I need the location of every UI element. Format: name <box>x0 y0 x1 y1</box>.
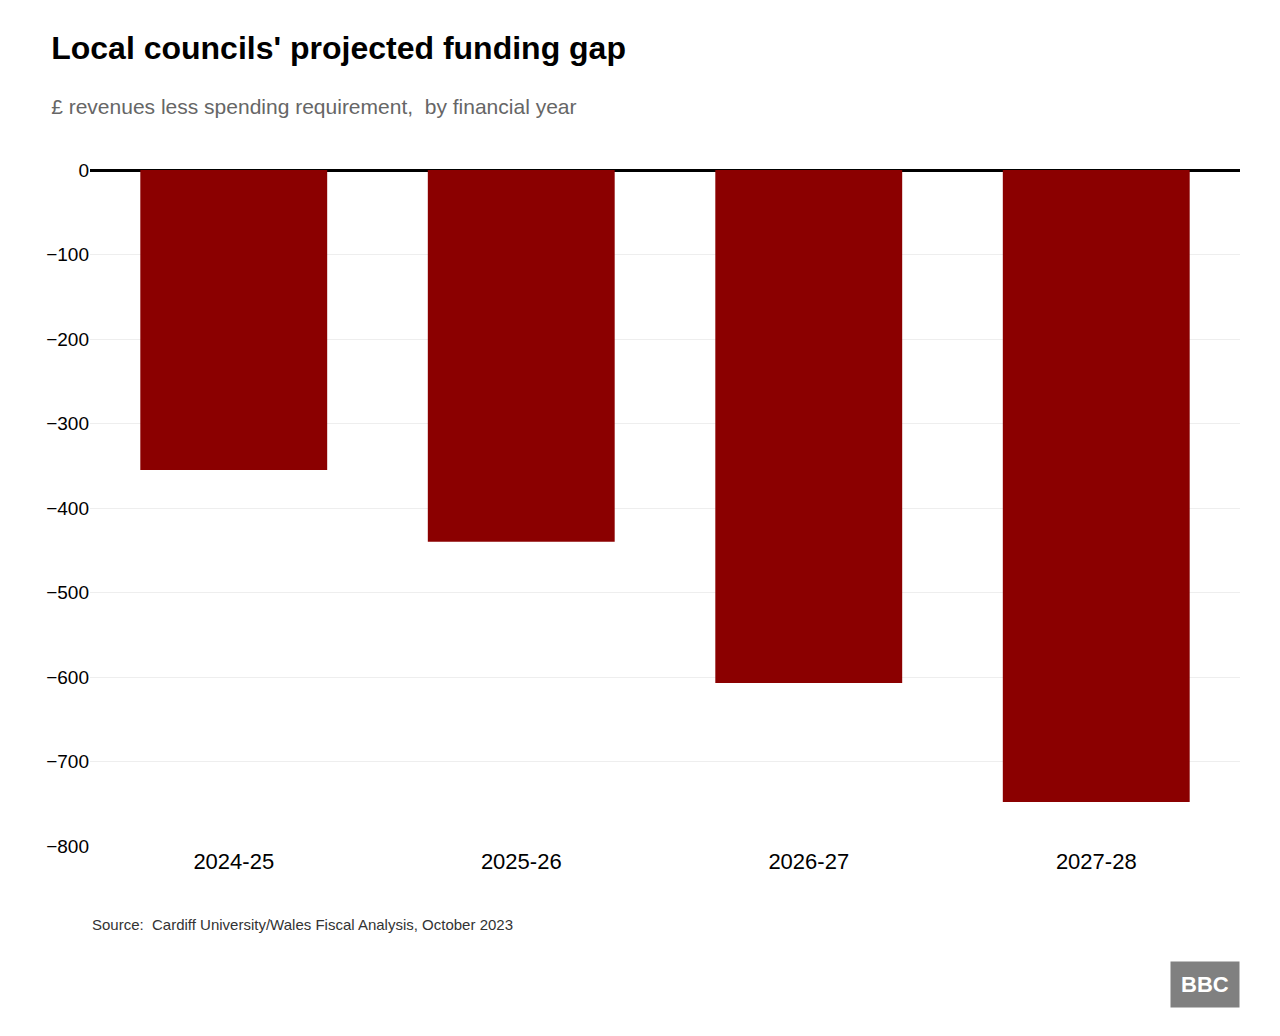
svg-text:−100: −100 <box>46 244 89 265</box>
svg-text:−600: −600 <box>46 667 89 688</box>
svg-text:2026-27: 2026-27 <box>768 849 849 874</box>
svg-text:0: 0 <box>78 160 89 181</box>
svg-text:−200: −200 <box>46 329 89 350</box>
svg-text:BBC: BBC <box>1181 972 1229 997</box>
svg-text:−700: −700 <box>46 751 89 772</box>
svg-text:Local councils' projected fund: Local councils' projected funding gap <box>51 30 626 66</box>
svg-text:−800: −800 <box>46 836 89 857</box>
svg-text:−500: −500 <box>46 582 89 603</box>
svg-text:2027-28: 2027-28 <box>1056 849 1137 874</box>
svg-text:£ revenues less spending requi: £ revenues less spending requirement, by… <box>51 95 576 118</box>
svg-text:2025-26: 2025-26 <box>481 849 562 874</box>
svg-text:2024-25: 2024-25 <box>193 849 274 874</box>
svg-text:−300: −300 <box>46 413 89 434</box>
svg-text:−400: −400 <box>46 498 89 519</box>
svg-text:Source: Cardiff University/Wa: Source: Cardiff University/Wales Fiscal … <box>92 916 513 933</box>
